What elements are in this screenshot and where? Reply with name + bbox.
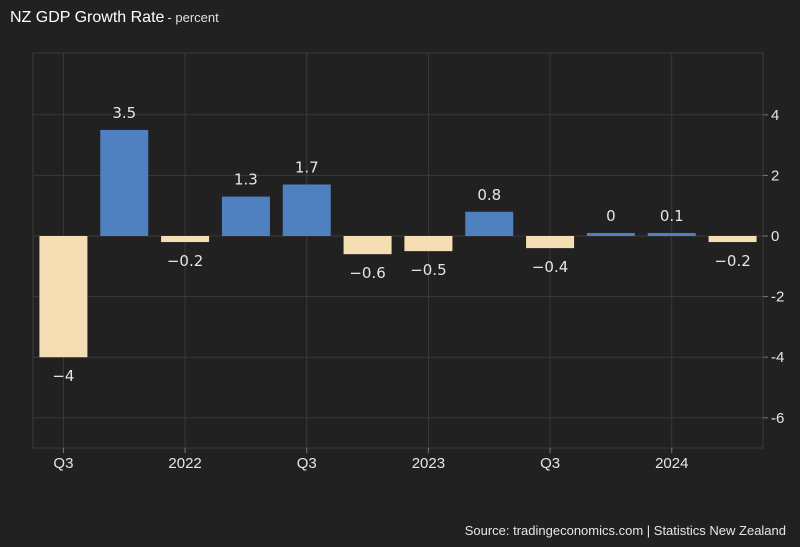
data-label: 1.7 bbox=[295, 158, 319, 176]
bar[interactable] bbox=[39, 236, 88, 358]
bar[interactable] bbox=[404, 236, 453, 252]
chart-title: NZ GDP Growth Rate - percent bbox=[10, 9, 219, 27]
bar[interactable] bbox=[161, 236, 210, 243]
bar[interactable] bbox=[708, 236, 757, 243]
data-label: 0.1 bbox=[660, 207, 684, 225]
data-label: −0.6 bbox=[349, 264, 385, 282]
x-tick-label: Q3 bbox=[53, 455, 73, 472]
data-label: −0.2 bbox=[714, 252, 750, 270]
bar[interactable] bbox=[282, 184, 331, 236]
x-tick-label: 2023 bbox=[412, 455, 445, 472]
x-tick-label: Q3 bbox=[540, 455, 560, 472]
bar[interactable] bbox=[647, 232, 696, 236]
bar[interactable] bbox=[586, 233, 635, 236]
chart-subtitle: - percent bbox=[167, 10, 219, 25]
y-tick-label: -2 bbox=[771, 289, 784, 306]
y-tick-label: 2 bbox=[771, 167, 779, 184]
bar[interactable] bbox=[465, 211, 514, 236]
y-tick-label: -6 bbox=[771, 410, 784, 427]
x-tick-label: 2022 bbox=[168, 455, 201, 472]
x-tick-label: Q3 bbox=[297, 455, 317, 472]
data-label: 3.5 bbox=[112, 104, 136, 122]
x-tick-label: 2024 bbox=[655, 455, 688, 472]
data-label: −4 bbox=[52, 367, 74, 385]
axis-layer: 4 2 0 -2 -4 -6 Q3 2022 Q3 2023 Q3 2024 bbox=[53, 107, 784, 472]
bar[interactable] bbox=[100, 129, 149, 236]
data-label: −0.5 bbox=[410, 261, 446, 279]
source-credit: Source: tradingeconomics.com | Statistic… bbox=[464, 523, 786, 538]
data-label: 1.3 bbox=[234, 171, 258, 189]
y-tick-label: 0 bbox=[771, 228, 779, 245]
data-label: 0.8 bbox=[477, 186, 501, 204]
bar[interactable] bbox=[526, 236, 575, 249]
chart-title-text: NZ GDP Growth Rate bbox=[10, 9, 165, 26]
plot-frame bbox=[32, 52, 764, 449]
bar[interactable] bbox=[221, 196, 270, 236]
data-label: 0 bbox=[606, 207, 616, 225]
bar[interactable] bbox=[343, 236, 392, 255]
data-label: −0.4 bbox=[532, 258, 568, 276]
data-labels-layer: −4 3.5 −0.2 1.3 1.7 −0.6 −0.5 0.8 −0.4 0 0.1 −0.2 bbox=[52, 104, 750, 385]
grid-layer bbox=[32, 52, 764, 449]
y-tick-label: 4 bbox=[771, 107, 779, 124]
y-tick-label: -4 bbox=[771, 349, 784, 366]
bars-layer bbox=[39, 129, 757, 358]
data-label: −0.2 bbox=[167, 252, 203, 270]
